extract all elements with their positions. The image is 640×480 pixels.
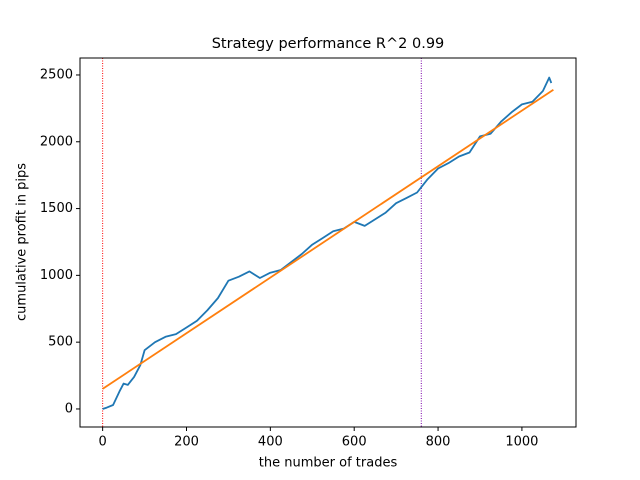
x-tick-label: 1000	[505, 435, 538, 450]
y-tick-label: 500	[48, 335, 73, 350]
y-tick-label: 2500	[40, 67, 73, 82]
y-tick-label: 0	[65, 401, 73, 416]
y-tick-label: 1500	[40, 201, 73, 216]
x-tick-label: 600	[342, 435, 367, 450]
chart-title: Strategy performance R^2 0.99	[212, 36, 445, 52]
x-tick-label: 0	[99, 435, 107, 450]
y-tick-label: 1000	[40, 268, 73, 283]
y-tick-label: 2000	[40, 134, 73, 149]
y-axis-label: cumulative profit in pips	[15, 163, 30, 321]
x-tick-label: 800	[426, 435, 451, 450]
data-line	[102, 88, 554, 390]
data-line	[102, 76, 553, 410]
plot-frame	[79, 57, 577, 428]
x-axis-label: the number of trades	[259, 456, 398, 471]
x-tick-label: 400	[258, 435, 283, 450]
x-tick-label: 200	[174, 435, 199, 450]
